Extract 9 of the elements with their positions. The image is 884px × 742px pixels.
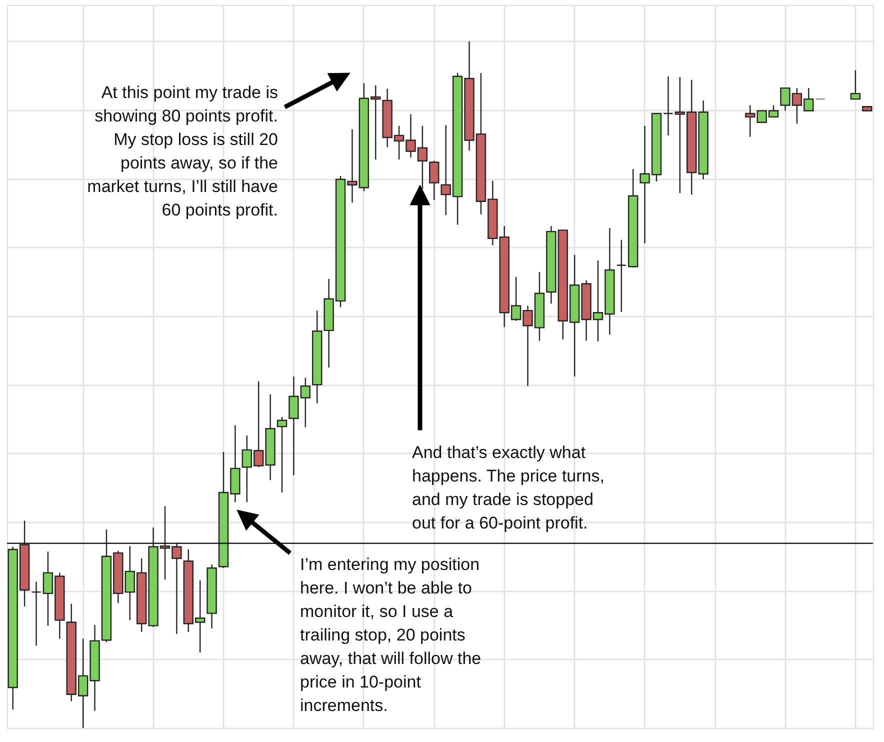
candlestick (663, 76, 674, 136)
candlestick (850, 70, 861, 100)
annotation: At this point my trade is showing 80 points profit. My stop loss is still 20 points away, so if the market turns, I’ll still have 60 points profit. (87, 83, 278, 220)
annotation: And that’s exactly what happens. The price turns, and my trade is stopped out for a 60-point profit. (412, 443, 604, 532)
annotation: I’m entering my position here. I won’t be able to monitor it, so I use a trailing stop, 20 points away, that will follow the price in 10-point increments. (300, 555, 482, 715)
candlestick (616, 239, 626, 313)
candlestick (429, 160, 440, 201)
candlestick (31, 581, 42, 646)
candlestick (276, 416, 288, 494)
